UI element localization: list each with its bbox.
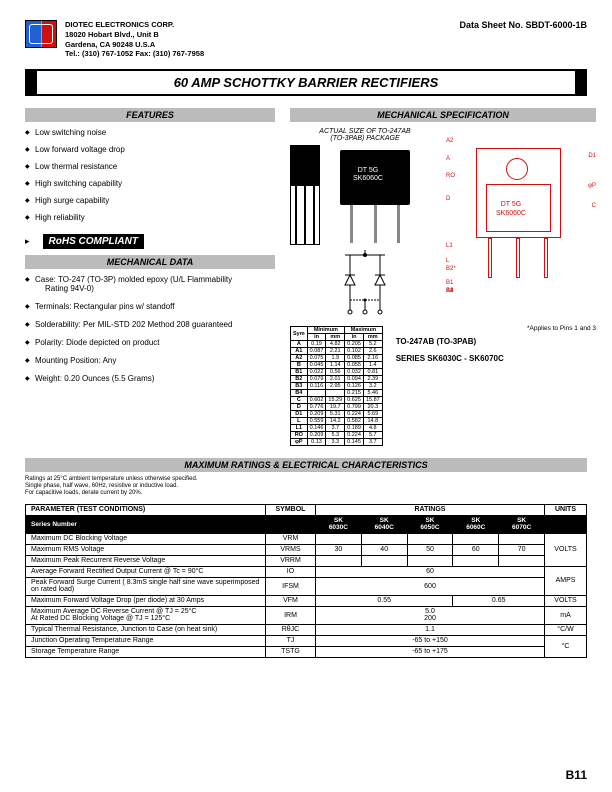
feature-item: High surge capability [25, 196, 275, 205]
mechdata-item: Case: TO-247 (TO-3P) molded epoxy (U/L F… [25, 275, 275, 293]
outline-diagram: DT 5G SK6060C A2 A RO D D1 φP C L1 L B1 … [446, 128, 596, 298]
mechspec-heading: MECHANICAL SPECIFICATION [290, 108, 596, 122]
feature-item: Low switching noise [25, 128, 275, 137]
rohs-row: RoHS COMPLIANT [25, 230, 275, 255]
logo-section: DIOTEC ELECTRONICS CORP. 18020 Hobart Bl… [25, 20, 204, 59]
pkg-label: ACTUAL SIZE OF TO-247AB (TO-3PAB) PACKAG… [290, 128, 440, 142]
package-side-icon [290, 145, 320, 245]
package-type: TO-247AB (TO-3PAB) [396, 337, 596, 346]
schematic-icon [335, 250, 395, 320]
mechdata-item: Polarity: Diode depicted on product [25, 338, 275, 347]
company-logo-icon [25, 20, 57, 48]
company-tel: Tel.: (310) 767-1052 Fax: (310) 767-7958 [65, 49, 204, 59]
dimension-table: SymMinimumMaximuminmminmmA0.194.820.2055… [290, 326, 383, 446]
datasheet-number: Data Sheet No. SBDT-6000-1B [459, 20, 587, 30]
right-column: MECHANICAL SPECIFICATION ACTUAL SIZE OF … [290, 108, 596, 446]
mechdata-item: Mounting Position: Any [25, 356, 275, 365]
ratings-table: PARAMETER (TEST CONDITIONS)SYMBOLRATINGS… [25, 504, 587, 658]
feature-item: High switching capability [25, 179, 275, 188]
main-columns: FEATURES Low switching noise Low forward … [25, 108, 587, 446]
feature-item: Low forward voltage drop [25, 145, 275, 154]
rohs-badge: RoHS COMPLIANT [43, 234, 144, 249]
series-label: SERIES SK6030C - SK6070C [396, 354, 596, 363]
mechdata-heading: MECHANICAL DATA [25, 255, 275, 269]
mechdata-item: Solderability: Per MIL-STD 202 Method 20… [25, 320, 275, 329]
left-column: FEATURES Low switching noise Low forward … [25, 108, 275, 446]
company-addr1: 18020 Hobart Blvd., Unit B [65, 30, 204, 40]
applies-note: *Applies to Pins 1 and 3 [396, 325, 596, 332]
mechdata-list: Case: TO-247 (TO-3P) molded epoxy (U/L F… [25, 275, 275, 383]
company-name: DIOTEC ELECTRONICS CORP. [65, 20, 204, 30]
features-list: Low switching noise Low forward voltage d… [25, 128, 275, 222]
mechdata-item: Terminals: Rectangular pins w/ standoff [25, 302, 275, 311]
company-info: DIOTEC ELECTRONICS CORP. 18020 Hobart Bl… [65, 20, 204, 59]
page-header: DIOTEC ELECTRONICS CORP. 18020 Hobart Bl… [25, 20, 587, 59]
package-diagrams: ACTUAL SIZE OF TO-247AB (TO-3PAB) PACKAG… [290, 128, 596, 323]
company-addr2: Gardena, CA 90248 U.S.A [65, 40, 204, 50]
ratings-notes: Ratings at 25°C ambient temperature unle… [25, 476, 587, 498]
maxratings-heading: MAXIMUM RATINGS & ELECTRICAL CHARACTERIS… [25, 458, 587, 472]
feature-item: High reliability [25, 213, 275, 222]
page-title: 60 AMP SCHOTTKY BARRIER RECTIFIERS [25, 69, 587, 96]
page-number: B11 [566, 768, 587, 782]
feature-item: Low thermal resistance [25, 162, 275, 171]
features-heading: FEATURES [25, 108, 275, 122]
mechdata-item: Weight: 0.20 Ounces (5.5 Grams) [25, 374, 275, 383]
package-front-icon: DT 5G SK6060C [325, 145, 440, 245]
